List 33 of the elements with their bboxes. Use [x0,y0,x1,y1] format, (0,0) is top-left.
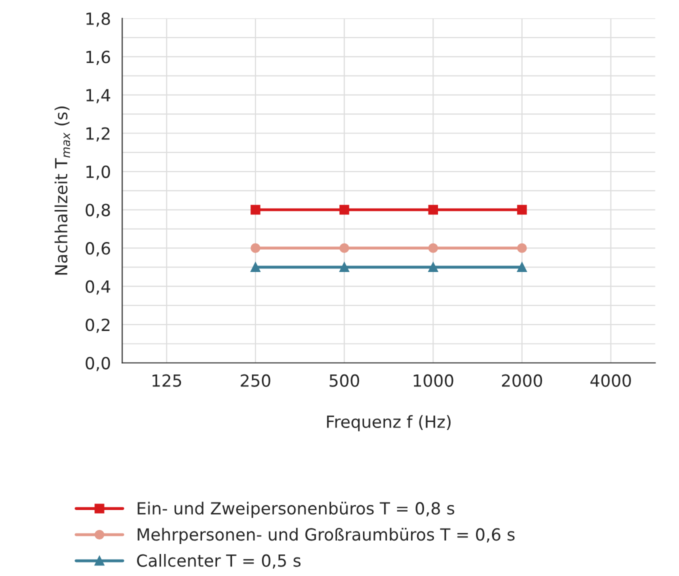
y-tick-label: 0,2 [86,318,110,333]
x-axis-title: Frequenz f (Hz) [327,415,451,432]
x-tick-label: 1000 [414,374,454,387]
y-tick-label: 1,4 [86,89,110,104]
legend-label: Mehrpersonen- und Großraumbüros T = 0,6 s [138,528,515,544]
point [339,243,350,253]
point [517,262,527,272]
point [339,204,350,215]
point [250,262,260,272]
point [428,204,438,215]
legend-label: Callcenter T = 0,5 s [137,554,301,569]
y-tick-label: 1,0 [86,165,110,180]
point [250,243,260,253]
y-tick-label: 0,6 [86,242,110,256]
y-tick-label: 1,2 [86,127,110,142]
x-tick-label: 250 [240,374,270,387]
y-axis-title: Nachhallzeit T$_{max}$ (s) [54,106,70,275]
x-tick-label: 500 [330,374,360,387]
point [428,262,438,272]
x-tick-label: 4000 [590,374,631,387]
y-tick-label: 1,8 [86,12,110,27]
point [428,243,438,253]
x-tick-label: 125 [152,374,182,387]
legend-label: Ein- und Zweipersonenbüros T = 0,8 s [138,502,454,518]
point [517,204,527,215]
y-tick-label: 0,8 [86,204,110,218]
y-tick-label: 1,6 [86,50,110,65]
point [517,243,527,253]
y-tick-label: 0,0 [86,356,110,372]
point [250,204,260,215]
y-tick-label: 0,4 [86,280,110,295]
x-tick-label: 2000 [502,374,542,387]
point [339,262,350,272]
